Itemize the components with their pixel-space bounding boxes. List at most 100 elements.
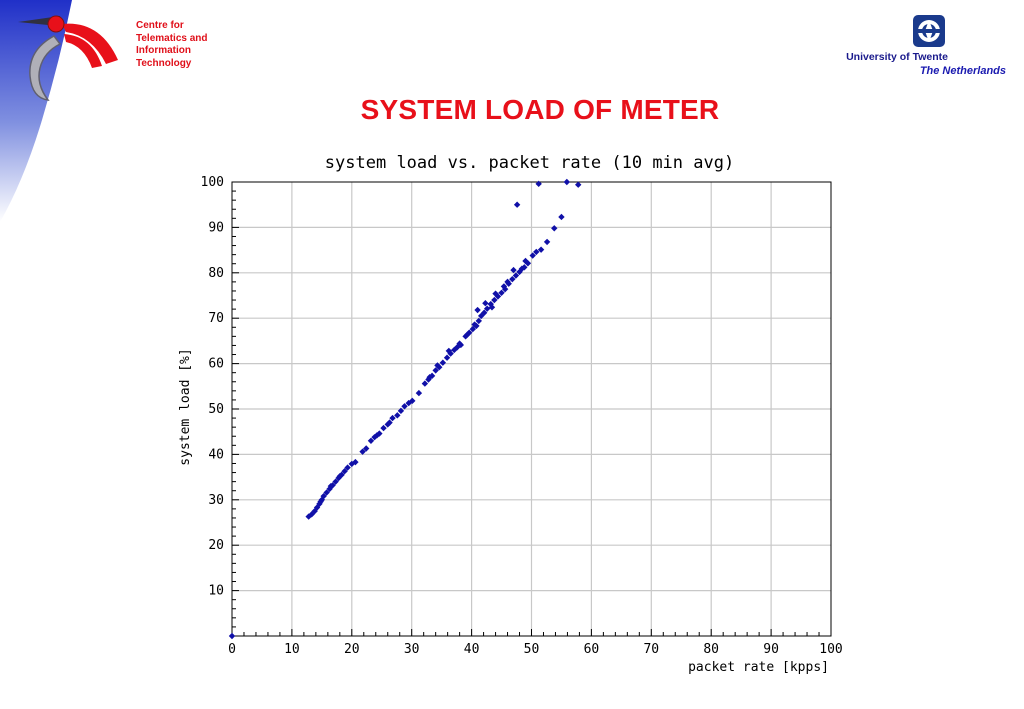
university-country: The Netherlands bbox=[919, 65, 1006, 77]
data-point bbox=[500, 283, 508, 290]
data-point bbox=[474, 306, 481, 314]
y-tick-label: 30 bbox=[208, 493, 224, 508]
data-point bbox=[336, 472, 344, 480]
org-line: Telematics and bbox=[136, 32, 208, 44]
data-point bbox=[397, 407, 405, 415]
x-tick-label: 0 bbox=[228, 642, 236, 657]
ctit-logo bbox=[18, 15, 118, 101]
x-tick-label: 90 bbox=[763, 642, 779, 657]
data-point bbox=[522, 257, 529, 265]
x-tick-label: 70 bbox=[643, 642, 659, 657]
data-point bbox=[439, 359, 447, 366]
data-point bbox=[443, 354, 451, 361]
data-point bbox=[543, 238, 551, 246]
data-point bbox=[513, 201, 521, 208]
data-point bbox=[362, 445, 370, 452]
university-name: University of Twente bbox=[846, 51, 948, 63]
data-point bbox=[320, 492, 327, 500]
data-point bbox=[563, 178, 571, 186]
x-tick-label: 50 bbox=[524, 642, 540, 657]
data-point bbox=[352, 458, 359, 466]
data-point bbox=[389, 414, 396, 422]
data-point bbox=[386, 419, 393, 426]
x-tick-label: 20 bbox=[344, 642, 360, 657]
slide-title: SYSTEM LOAD OF METER bbox=[360, 94, 720, 125]
data-point bbox=[421, 380, 429, 387]
data-point bbox=[498, 289, 505, 296]
data-point bbox=[558, 213, 565, 221]
data-point bbox=[228, 632, 236, 640]
data-point bbox=[480, 309, 488, 316]
data-point bbox=[551, 225, 558, 232]
chart-title: system load vs. packet rate (10 min avg) bbox=[325, 153, 734, 173]
org-line: Information bbox=[136, 45, 191, 57]
data-point bbox=[445, 347, 453, 355]
data-point bbox=[401, 403, 408, 410]
data-point bbox=[305, 513, 312, 520]
data-point bbox=[533, 248, 540, 256]
chart-ticks: 0 10 20 30 40 50 60 70 80 90 100 10 20 30 40 50 60 70 80 90… bbox=[201, 175, 843, 657]
x-tick-label: 10 bbox=[284, 642, 300, 657]
y-tick-label: 50 bbox=[208, 402, 224, 417]
chart-points bbox=[228, 178, 582, 640]
data-point bbox=[492, 290, 499, 297]
data-point bbox=[488, 304, 496, 311]
data-point bbox=[332, 478, 339, 485]
data-point bbox=[512, 272, 520, 279]
y-tick-label: 10 bbox=[208, 584, 224, 599]
y-tick-label: 70 bbox=[208, 311, 224, 326]
data-point bbox=[575, 181, 582, 188]
y-tick-label: 60 bbox=[208, 357, 224, 372]
data-point bbox=[380, 424, 387, 432]
data-point bbox=[415, 389, 423, 397]
org-line: Technology bbox=[136, 57, 192, 69]
y-tick-label: 90 bbox=[208, 220, 224, 235]
org-name: Centre for Telematics and Information Te… bbox=[136, 20, 246, 70]
data-point bbox=[373, 432, 381, 439]
x-tick-label: 30 bbox=[404, 642, 420, 657]
data-point bbox=[409, 397, 416, 405]
x-tick-label: 100 bbox=[819, 642, 842, 657]
data-point bbox=[504, 278, 511, 286]
university-logo bbox=[913, 15, 945, 47]
y-axis-label: system load [%] bbox=[178, 348, 193, 465]
data-point bbox=[475, 317, 482, 325]
side-swoosh-decoration bbox=[0, 0, 72, 222]
x-tick-label: 80 bbox=[703, 642, 719, 657]
data-point bbox=[341, 467, 348, 475]
data-point bbox=[367, 437, 375, 444]
data-point bbox=[535, 180, 542, 188]
data-point bbox=[432, 367, 439, 374]
x-tick-label: 40 bbox=[464, 642, 480, 657]
data-point bbox=[518, 265, 526, 272]
chart-grid bbox=[232, 182, 831, 636]
data-point bbox=[529, 252, 536, 259]
data-point bbox=[426, 374, 433, 381]
data-point bbox=[311, 507, 318, 515]
data-point bbox=[482, 300, 489, 307]
data-point bbox=[464, 331, 471, 338]
data-point bbox=[471, 321, 478, 328]
x-tick-label: 60 bbox=[584, 642, 600, 657]
data-point bbox=[394, 412, 401, 419]
data-point bbox=[359, 448, 366, 455]
y-tick-label: 100 bbox=[201, 175, 224, 190]
data-point bbox=[491, 296, 498, 304]
data-point bbox=[537, 246, 545, 253]
y-tick-label: 20 bbox=[208, 538, 224, 553]
x-axis-label: packet rate [kpps] bbox=[688, 660, 829, 675]
y-tick-label: 40 bbox=[208, 447, 224, 462]
data-point bbox=[510, 266, 517, 274]
org-line: Centre for bbox=[136, 20, 184, 31]
data-point bbox=[317, 498, 324, 505]
data-point bbox=[483, 305, 491, 312]
data-point bbox=[434, 362, 441, 369]
data-point bbox=[509, 275, 516, 283]
data-point bbox=[456, 340, 463, 347]
data-point bbox=[344, 464, 351, 471]
data-point bbox=[323, 489, 330, 496]
data-point bbox=[327, 482, 335, 490]
y-tick-label: 80 bbox=[208, 266, 224, 281]
